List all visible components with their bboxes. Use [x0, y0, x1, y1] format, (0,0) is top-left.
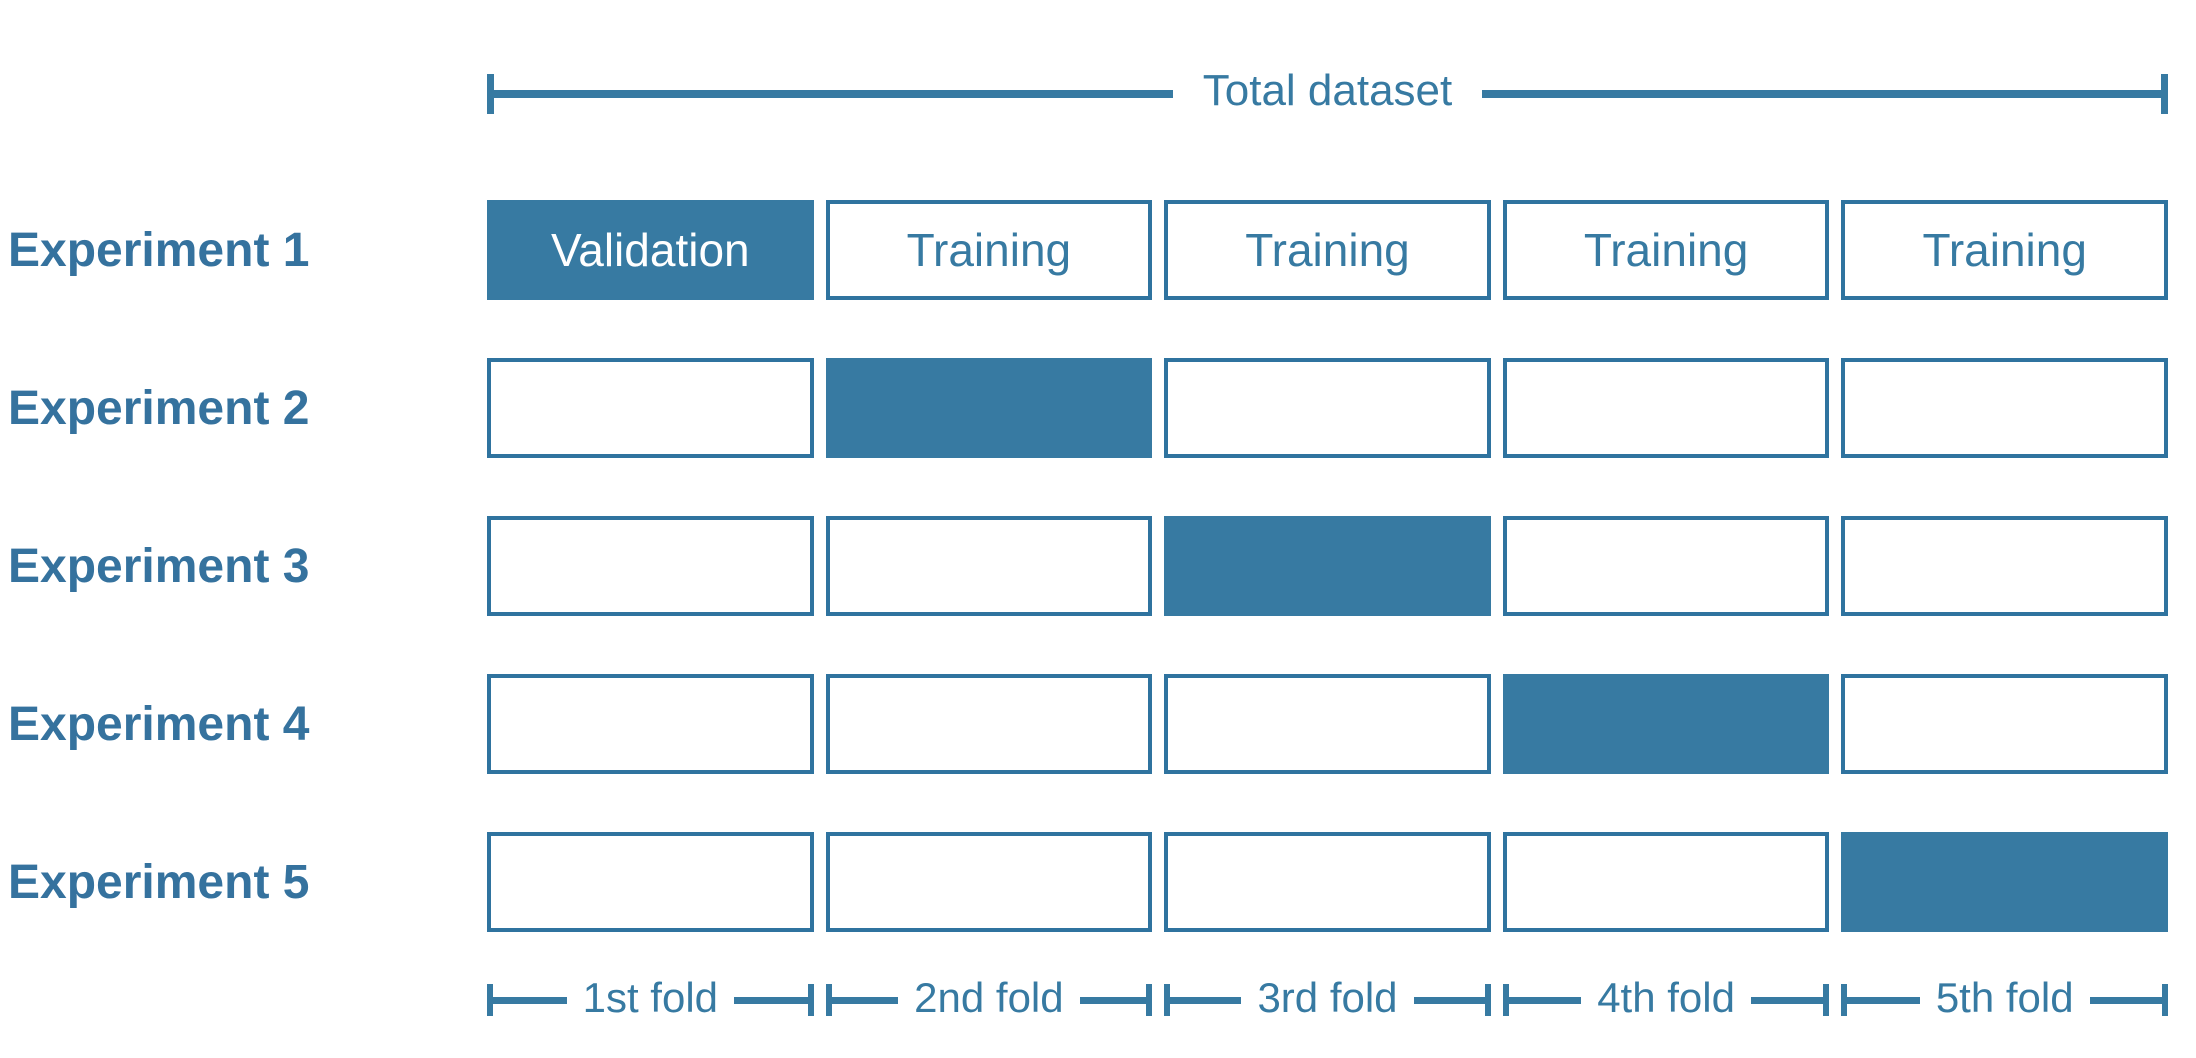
fold-marker-1: 1st fold	[487, 968, 814, 1032]
fold-left-line	[493, 996, 567, 1004]
fold-label: 1st fold	[582, 974, 719, 1021]
fold-label: 2nd fold	[914, 974, 1064, 1021]
experiment-label: Experiment 5	[8, 855, 310, 909]
fold-cell	[1164, 358, 1491, 458]
bracket-left-line	[494, 90, 1173, 98]
bracket-right-cap-icon	[2161, 74, 2168, 114]
experiment-label: Experiment 1	[8, 223, 310, 277]
fold-cell	[1841, 516, 2168, 616]
fold-left-cap-icon	[825, 984, 832, 1016]
fold-right-cap-icon	[1484, 984, 1491, 1016]
fold-right-line	[1750, 996, 1824, 1004]
experiment-row-1: Experiment 1 Validation Training Trainin…	[0, 200, 2168, 300]
fold-left-line	[1508, 996, 1582, 1004]
fold-cell	[1841, 358, 2168, 458]
experiment-row-2: Experiment 2	[0, 358, 2168, 458]
experiment-row-5: Experiment 5	[0, 832, 2168, 932]
fold-cell	[1841, 674, 2168, 774]
total-dataset-label: Total dataset	[1202, 66, 1453, 115]
fold-cell	[825, 674, 1153, 774]
fold-left-line	[1847, 996, 1920, 1004]
fold-right-line	[2089, 996, 2163, 1004]
fold-cell	[487, 358, 814, 458]
fold-marker-2: 2nd fold	[825, 968, 1153, 1032]
total-dataset-bracket: Total dataset	[487, 66, 2168, 116]
fold-right-cap-icon	[2162, 984, 2169, 1016]
fold-cell: Validation	[487, 200, 814, 300]
fold-label: 5th fold	[1935, 974, 2074, 1021]
experiment-rows: Experiment 1 Validation Training Trainin…	[0, 200, 2168, 990]
fold-cell: Training	[1841, 200, 2168, 300]
fold-cell	[1502, 516, 1830, 616]
fold-cell	[1164, 516, 1491, 616]
fold-right-cap-icon	[1823, 984, 1830, 1016]
fold-right-line	[1413, 996, 1485, 1004]
fold-right-cap-icon	[1146, 984, 1153, 1016]
fold-ruler: 1st fold 2nd fold 3rd fold 4th fold	[0, 968, 2169, 1032]
fold-cell	[825, 832, 1153, 932]
fold-cell	[487, 674, 814, 774]
bracket-left-cap-icon	[487, 74, 494, 114]
fold-right-line	[1079, 996, 1147, 1004]
fold-cell	[1502, 358, 1830, 458]
fold-ruler-spacer	[0, 968, 475, 1032]
fold-cell	[1841, 832, 2168, 932]
fold-marker-3: 3rd fold	[1164, 968, 1491, 1032]
experiment-label: Experiment 4	[8, 697, 310, 751]
fold-cell: Training	[1502, 200, 1830, 300]
fold-label: 4th fold	[1597, 974, 1735, 1021]
fold-cell	[825, 516, 1153, 616]
experiment-row-3: Experiment 3	[0, 516, 2168, 616]
fold-cell	[1502, 832, 1830, 932]
fold-label: 3rd fold	[1257, 974, 1398, 1021]
experiment-label: Experiment 3	[8, 539, 310, 593]
fold-right-line	[734, 996, 808, 1004]
experiment-label: Experiment 2	[8, 381, 310, 435]
fold-marker-5: 5th fold	[1841, 968, 2169, 1032]
fold-cell	[1164, 832, 1491, 932]
fold-cell	[487, 516, 814, 616]
bracket-right-line	[1482, 90, 2161, 98]
fold-right-cap-icon	[807, 984, 814, 1016]
fold-cell: Training	[825, 200, 1153, 300]
fold-cell: Training	[1164, 200, 1491, 300]
fold-left-cap-icon	[1164, 984, 1171, 1016]
fold-cell	[1502, 674, 1830, 774]
experiment-row-4: Experiment 4	[0, 674, 2168, 774]
fold-marker-4: 4th fold	[1502, 968, 1830, 1032]
fold-left-cap-icon	[1841, 984, 1848, 1016]
fold-left-line	[831, 996, 899, 1004]
fold-cell	[825, 358, 1153, 458]
fold-left-cap-icon	[1502, 984, 1509, 1016]
fold-left-line	[1170, 996, 1242, 1004]
fold-left-cap-icon	[487, 984, 493, 1016]
fold-cell	[1164, 674, 1491, 774]
fold-cell	[487, 832, 814, 932]
